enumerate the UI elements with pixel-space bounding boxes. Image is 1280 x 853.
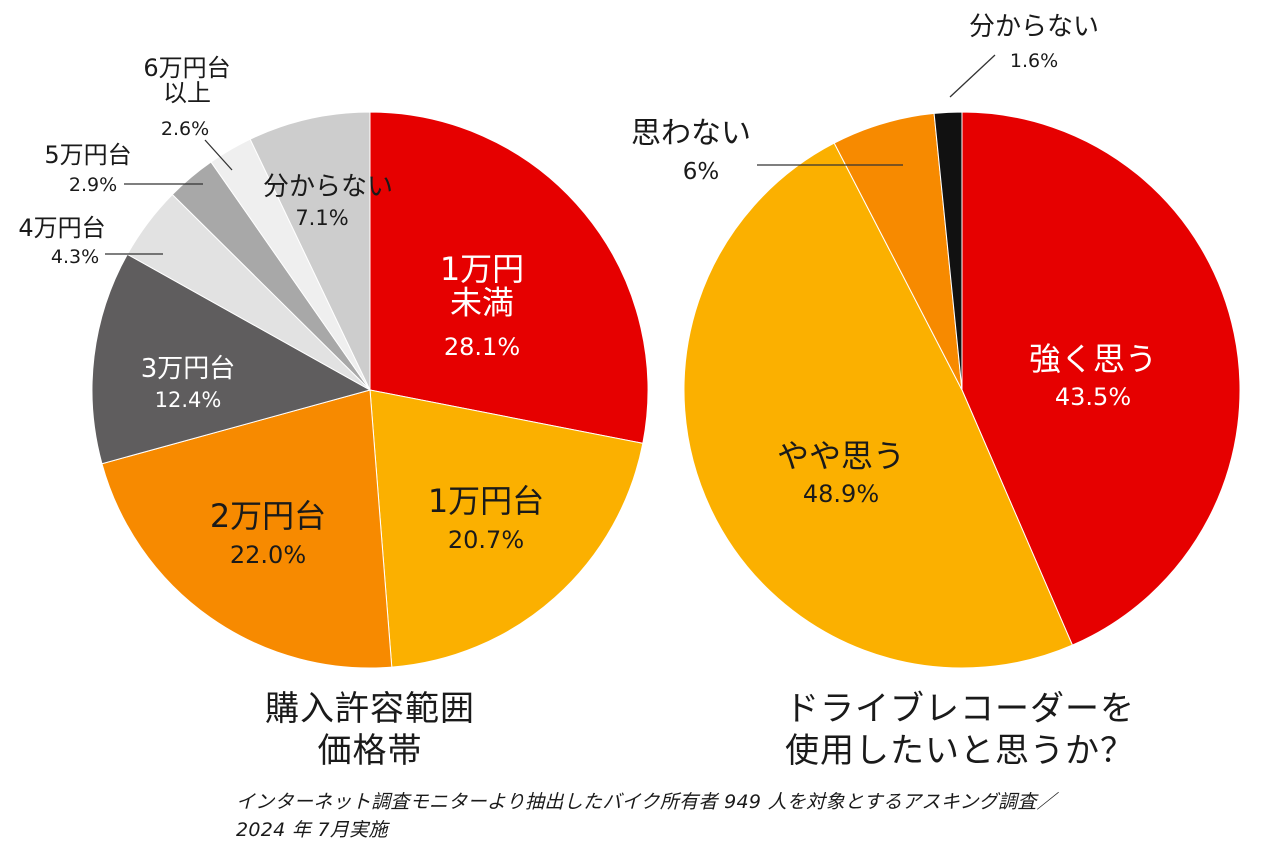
slice-value-label: 12.4% — [155, 388, 222, 412]
slice-value-label: 2.9% — [69, 174, 117, 196]
slice-label: 4万円台 — [18, 214, 105, 242]
pie-slice — [249, 111, 371, 391]
slice-label: 1万円台 — [428, 482, 544, 520]
slice-value-label: 4.3% — [51, 246, 99, 268]
drive-recorder-title-line-1: ドライブレコーダーを — [785, 689, 1135, 729]
price-range-title-line-2: 価格帯 — [317, 731, 423, 771]
slice-label: 分からない — [263, 172, 393, 202]
slice-value-label: 48.9% — [803, 480, 879, 508]
leader-line — [204, 139, 233, 171]
slice-label: やや思う — [777, 437, 905, 475]
slice-label: 5万円台 — [44, 141, 131, 169]
slice-label-line: 2万円台 — [210, 497, 326, 535]
slice-value-label: 6% — [683, 159, 720, 185]
price-range-chart-title: 購入許容範囲 価格帯 — [245, 688, 495, 772]
pie-slice — [369, 389, 644, 668]
slice-label: 6万円台以上 — [143, 54, 230, 107]
pie-slice — [101, 389, 393, 669]
leader-line — [949, 54, 996, 98]
slice-label-line: 強く思う — [1029, 340, 1157, 378]
slice-label-line: 6万円台 — [143, 54, 230, 82]
slice-label: 強く思う — [1029, 340, 1157, 378]
pie-slice — [961, 111, 1241, 646]
slice-value-label: 28.1% — [444, 333, 520, 361]
price-range-title-line-1: 購入許容範囲 — [265, 689, 475, 729]
price-range-pie-chart: 1万円未満 28.1% 1万円台 20.7% 2万円台 22.0% 3万円台 12.4% 4万円… — [18, 54, 649, 669]
slice-label-line: 分からない — [969, 12, 1099, 42]
drive-recorder-title-line-2: 使用したいと思うか？ — [785, 731, 1135, 771]
pie-slice — [369, 111, 649, 444]
slice-label-line: 分からない — [263, 172, 393, 202]
slice-label-line: 3万円台 — [141, 354, 236, 384]
slice-label: 2万円台 — [210, 497, 326, 535]
slice-value-label: 2.6% — [161, 118, 209, 140]
slice-value-label: 22.0% — [230, 541, 306, 569]
slice-label-line: 思わない — [631, 116, 751, 151]
slice-label: 思わない — [631, 116, 751, 151]
footnote-line-1: インターネット調査モニターより抽出したバイク所有者 949 人を対象とするアスキ… — [236, 791, 1056, 813]
slice-label-line: 1万円台 — [428, 482, 544, 520]
slice-label-line: 1万円 — [440, 250, 524, 288]
pie-slice — [933, 111, 963, 391]
slice-label-line: 未満 — [450, 284, 514, 322]
slice-label: 3万円台 — [141, 354, 236, 384]
slice-label-line: 以上 — [163, 79, 211, 107]
slice-label-line: やや思う — [777, 437, 905, 475]
slice-value-label: 1.6% — [1010, 50, 1058, 72]
survey-footnote: インターネット調査モニターより抽出したバイク所有者 949 人を対象とするアスキ… — [236, 788, 1056, 844]
slice-value-label: 20.7% — [448, 526, 524, 554]
footnote-line-2: 2024 年 7月実施 — [236, 819, 388, 841]
pie-slice — [683, 142, 1074, 669]
slice-value-label: 7.1% — [295, 206, 348, 230]
pie-slice — [91, 253, 372, 465]
drive-recorder-chart-title: ドライブレコーダーを 使用したいと思うか？ — [780, 688, 1140, 772]
slice-label-line: 4万円台 — [18, 214, 105, 242]
slice-label-line: 5万円台 — [44, 141, 131, 169]
slice-value-label: 43.5% — [1055, 383, 1131, 411]
drive-recorder-pie-chart: 強く思う 43.5% やや思う 48.9% 思わない 6% 分からない 1.6% — [631, 12, 1241, 669]
slice-label: 1万円未満 — [440, 250, 524, 322]
slice-label: 分からない — [969, 12, 1099, 42]
